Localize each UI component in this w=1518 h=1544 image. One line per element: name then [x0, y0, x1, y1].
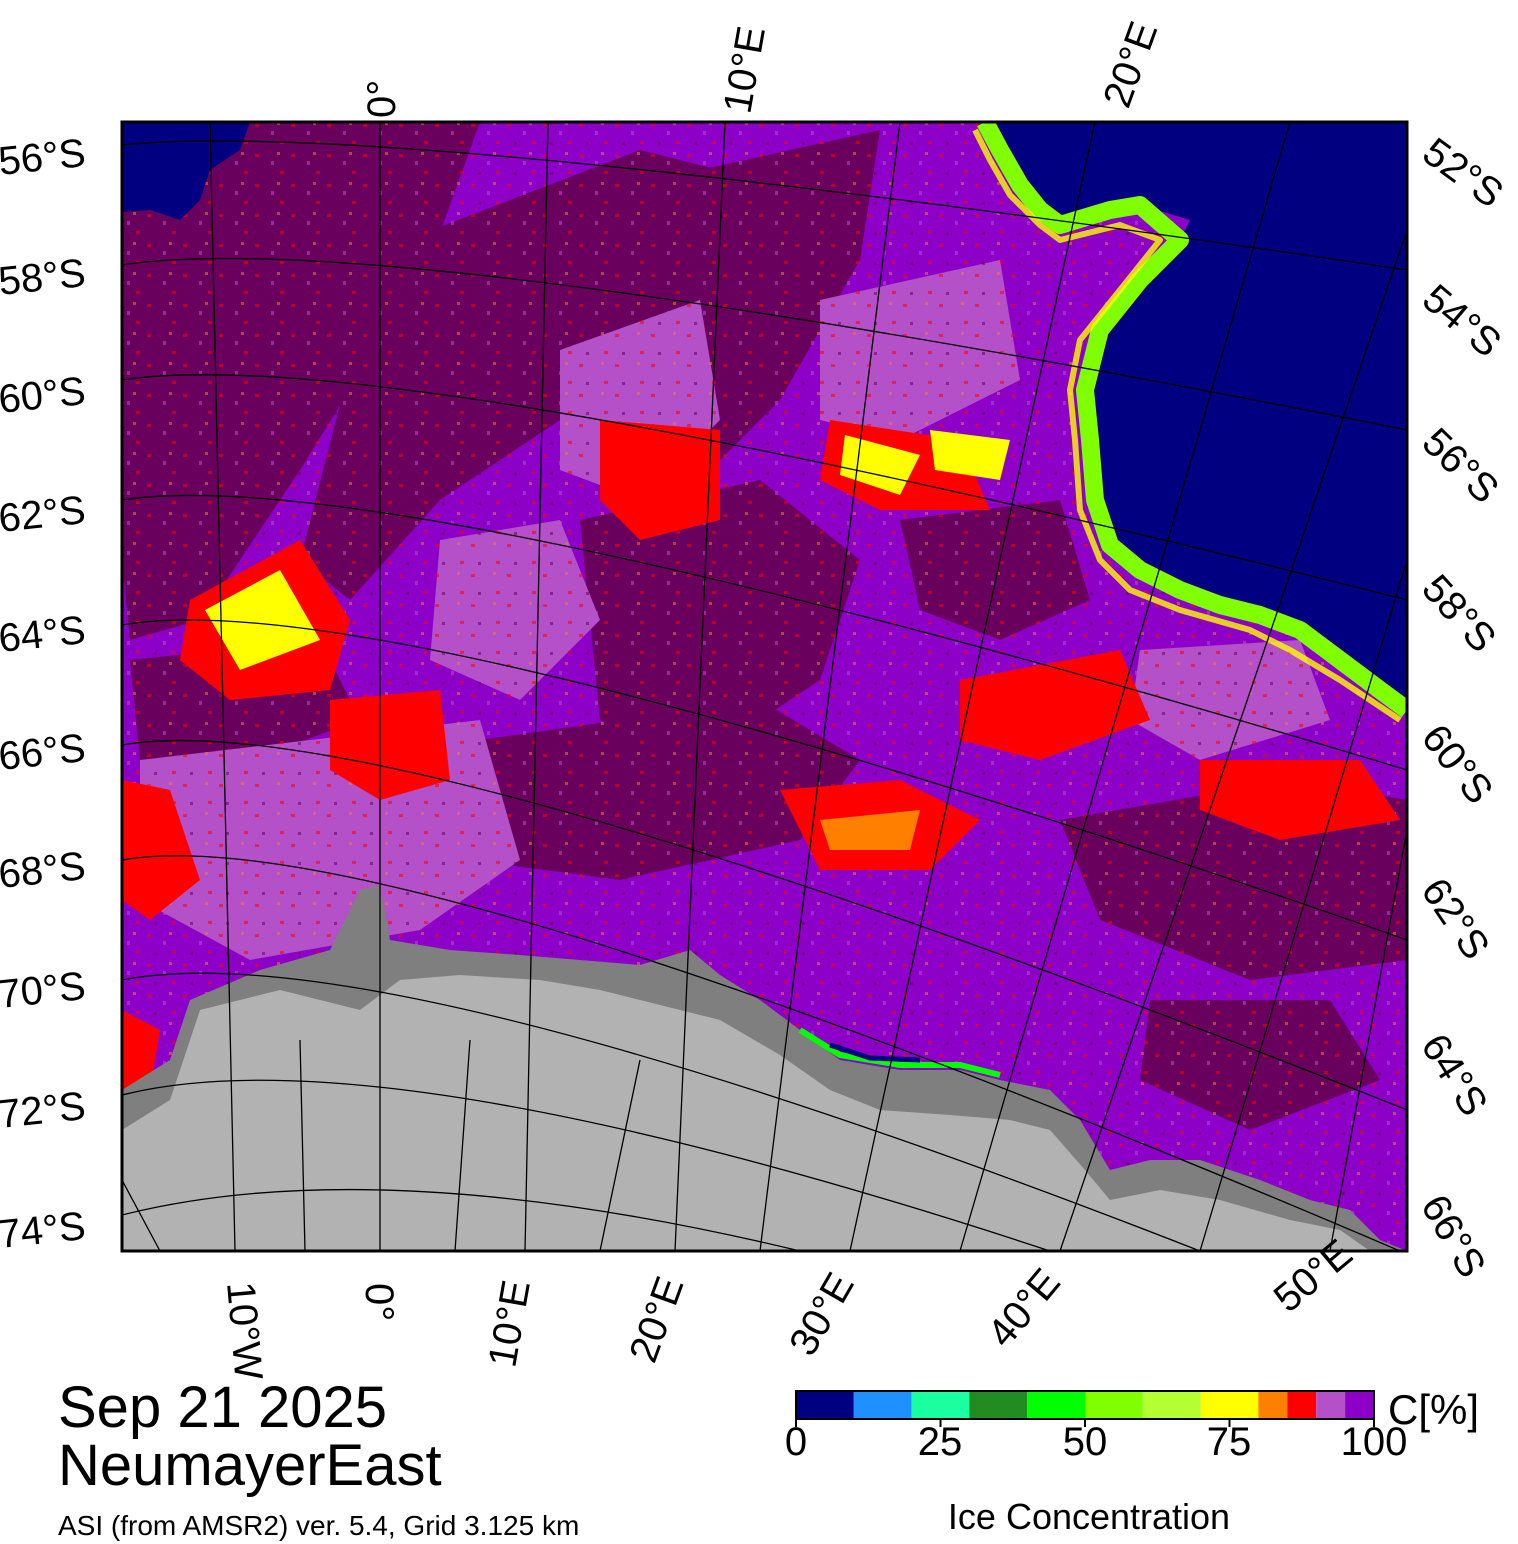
colorbar-tick-marks [795, 1419, 1375, 1427]
lat-label-right: 66°S [1412, 1188, 1494, 1285]
coastal-polynya [798, 1027, 1001, 1078]
lat-label-left: 60°S [0, 369, 88, 422]
lat-label-left: 70°S [0, 964, 88, 1017]
coastal-polynya-blue [829, 1042, 921, 1063]
lat-label-right: 64°S [1412, 1026, 1496, 1123]
map-date: Sep 21 2025 [58, 1375, 387, 1440]
colorbar-swatch [796, 1391, 854, 1419]
lon-label-bottom: 10°W [218, 1280, 270, 1382]
longitude-lines [122, 122, 1407, 1251]
lat-label-left: 58°S [0, 251, 88, 304]
lat-label-right: 60°S [1413, 716, 1501, 812]
lat-label-right: 56°S [1414, 420, 1507, 512]
lat-label-right: 62°S [1413, 870, 1498, 967]
left-latitude-labels: 56°S 58°S 60°S 62°S 64°S 66°S 68°S 70°S … [0, 131, 88, 1257]
colorbar-swatch [1345, 1391, 1374, 1419]
map-body [122, 122, 1407, 1251]
lat-label-right: 52°S [1415, 130, 1511, 217]
lon-label-bottom: 10°E [480, 1277, 538, 1370]
lon-label-bottom: 20°E [621, 1271, 692, 1368]
lat-label-right: 54°S [1414, 276, 1509, 366]
lon-label-top: 20°E [1095, 16, 1166, 113]
lat-label-left: 56°S [0, 131, 88, 184]
lat-label-right: 58°S [1413, 567, 1504, 661]
lon-label-top: 10°E [716, 23, 774, 116]
colorbar-tick-label: 0 [784, 1420, 808, 1464]
colorbar-title: Ice Concentration [947, 1496, 1231, 1537]
lat-label-left: 72°S [0, 1084, 88, 1137]
colorbar-swatch [1258, 1391, 1288, 1419]
bottom-longitude-labels: 10°W 0° 10°E 20°E 30°E 40°E 50°E [218, 1231, 1361, 1382]
lat-label-left: 68°S [0, 844, 88, 897]
continent [122, 975, 1370, 1251]
colorbar-swatch [911, 1391, 970, 1419]
colorbar-tick-label: 100 [1340, 1420, 1408, 1464]
open-water-northeast [985, 122, 1407, 710]
colorbar-swatch [969, 1391, 1028, 1419]
colorbar-swatch [853, 1391, 912, 1419]
colorbar [796, 1391, 1374, 1419]
colorbar-tick-label: 50 [1062, 1420, 1108, 1464]
open-water-northwest [122, 122, 250, 220]
lon-label-bottom: 40°E [979, 1261, 1069, 1356]
colorbar-swatch [1287, 1391, 1317, 1419]
colorbar-swatch [1142, 1391, 1201, 1419]
lon-label-bottom: 30°E [781, 1266, 863, 1363]
lat-label-left: 64°S [0, 608, 88, 661]
lat-label-left: 62°S [0, 488, 88, 541]
lat-label-left: 66°S [0, 726, 88, 779]
colorbar-swatch [1085, 1391, 1143, 1419]
ice-edge-green [977, 122, 1407, 718]
colorbar-swatch [1027, 1391, 1085, 1419]
colorbar-tick-label: 25 [917, 1420, 963, 1464]
colorbar-swatch [1200, 1391, 1259, 1419]
ice-edge-yellow [972, 128, 1402, 723]
colorbar-tick-label: 75 [1206, 1420, 1252, 1464]
lon-label-bottom: 0° [357, 1283, 401, 1321]
lon-label-top: 0° [360, 80, 404, 118]
colorbar-swatch [1316, 1391, 1346, 1419]
colorbar-unit: C[%] [1388, 1386, 1480, 1433]
data-source: ASI (from AMSR2) ver. 5.4, Grid 3.125 km [58, 1510, 580, 1541]
right-latitude-labels: 52°S 54°S 56°S 58°S 60°S 62°S 64°S 66°S [1412, 130, 1511, 1285]
map-frame [120, 120, 1409, 1253]
lat-label-left: 74°S [0, 1204, 88, 1257]
top-longitude-labels: 0° 10°E 20°E [360, 16, 1166, 118]
region-name: NeumayerEast [58, 1433, 442, 1498]
